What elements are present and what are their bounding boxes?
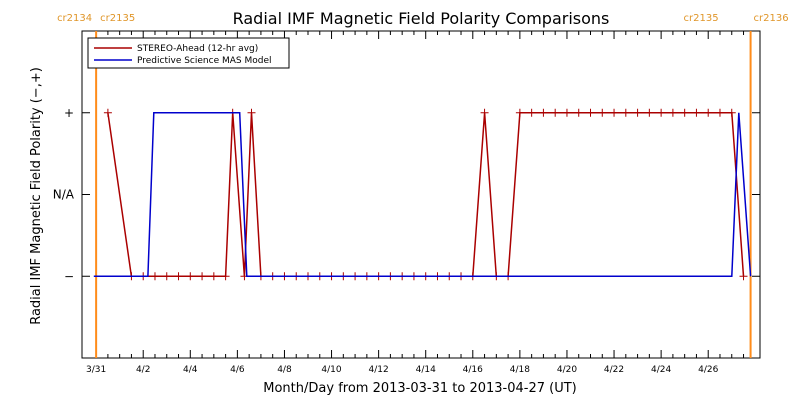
- data-point: [692, 108, 701, 117]
- data-point: [515, 108, 524, 117]
- data-point: [727, 108, 736, 117]
- y-tick-label: −: [64, 269, 74, 283]
- x-tick-label: 4/14: [416, 365, 436, 375]
- x-tick-label: 4/6: [230, 365, 245, 375]
- data-point: [209, 272, 218, 281]
- x-tick-label: 4/12: [369, 365, 389, 375]
- data-point: [621, 108, 630, 117]
- x-tick-label: 4/10: [321, 365, 341, 375]
- data-point: [527, 108, 536, 117]
- x-tick-label: 4/26: [698, 365, 718, 375]
- data-point: [562, 108, 571, 117]
- data-point: [174, 272, 183, 281]
- x-tick-label: 3/31: [86, 365, 106, 375]
- data-point: [162, 272, 171, 281]
- legend-box: [87, 37, 290, 69]
- plot-frame: [81, 30, 761, 359]
- carrington-label: cr2135: [100, 13, 135, 24]
- data-point: [186, 272, 195, 281]
- x-tick-label: 4/20: [557, 365, 577, 375]
- data-point: [657, 108, 666, 117]
- series-line-0: [107, 112, 745, 278]
- legend-label-0: STEREO-Ahead (12-hr avg): [137, 44, 258, 54]
- data-point: [574, 108, 583, 117]
- data-point: [680, 108, 689, 117]
- legend-label-1: Predictive Science MAS Model: [137, 56, 272, 66]
- x-tick-label: 4/8: [277, 365, 292, 375]
- data-point: [586, 108, 595, 117]
- carrington-label: cr2136: [754, 13, 789, 24]
- data-point: [715, 108, 724, 117]
- data-point: [539, 108, 548, 117]
- data-point: [598, 108, 607, 117]
- data-point: [150, 272, 159, 281]
- x-tick-label: 4/16: [463, 365, 483, 375]
- x-axis-label: Month/Day from 2013-03-31 to 2013-04-27 …: [263, 381, 576, 396]
- carrington-label: cr2134: [57, 13, 92, 24]
- series-line-1: [93, 112, 752, 278]
- x-tick-label: 4/2: [136, 365, 150, 375]
- data-point: [103, 108, 112, 117]
- chart-title: Radial IMF Magnetic Field Polarity Compa…: [233, 9, 610, 28]
- y-axis-label: Radial IMF Magnetic Field Polarity (−,+): [29, 67, 44, 325]
- y-tick-label: N/A: [53, 188, 75, 202]
- x-tick-label: 4/4: [183, 365, 198, 375]
- data-point: [610, 108, 619, 117]
- x-tick-label: 4/18: [510, 365, 530, 375]
- x-tick-label: 4/22: [604, 365, 624, 375]
- data-point: [221, 272, 230, 281]
- legend: STEREO-Ahead (12-hr avg) Predictive Scien…: [87, 37, 290, 69]
- data-point: [247, 108, 256, 117]
- data-point: [198, 272, 207, 281]
- data-point: [704, 108, 713, 117]
- data-point: [633, 108, 642, 117]
- data-point: [551, 108, 560, 117]
- y-tick-label: +: [64, 106, 74, 120]
- data-point: [645, 108, 654, 117]
- x-tick-label: 4/24: [651, 365, 671, 375]
- data-point: [668, 108, 677, 117]
- data-point: [739, 272, 748, 281]
- carrington-label: cr2135: [684, 13, 719, 24]
- data-point: [480, 108, 489, 117]
